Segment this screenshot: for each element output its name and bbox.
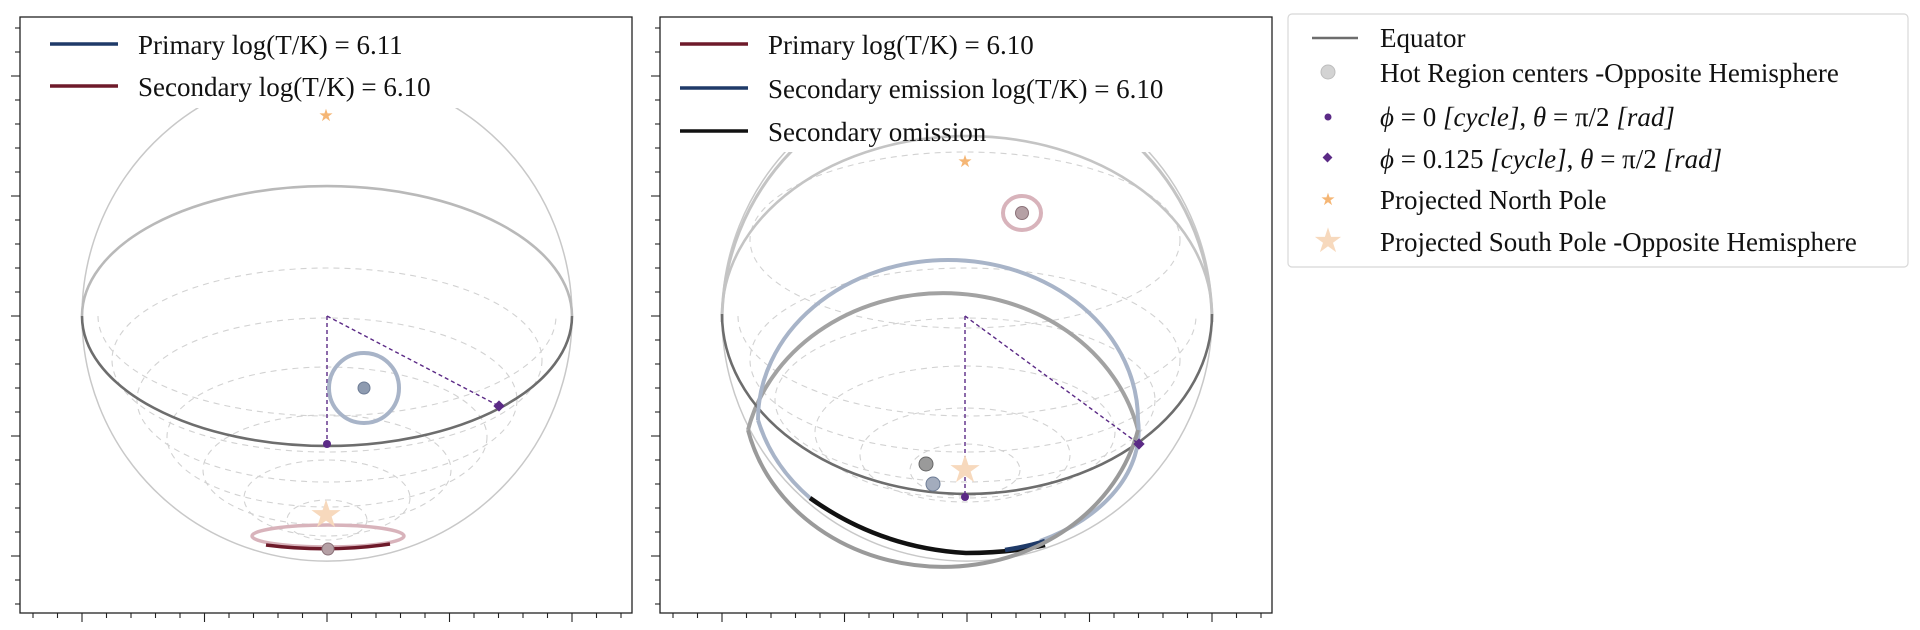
legend-phase125-icon xyxy=(1322,152,1333,163)
legend-north-pole-icon: ★ xyxy=(1320,190,1335,209)
right-phase0-marker xyxy=(961,493,969,501)
right-legend: Primary log(T/K) = 6.10 Secondary emissi… xyxy=(680,30,1163,147)
legend-north-pole-label: Projected North Pole xyxy=(1380,185,1606,215)
right-sphere-outline-upper xyxy=(721,152,1213,317)
left-primary-hot-region xyxy=(327,351,401,425)
legend-hot-centers-label: Hot Region centers -Opposite Hemisphere xyxy=(1380,58,1839,88)
side-legend: Equator Hot Region centers -Opposite Hem… xyxy=(1287,13,1909,268)
left-secondary-hot-center xyxy=(321,542,335,556)
right-legend-omission-label: Secondary omission xyxy=(768,117,987,147)
left-grid-ring xyxy=(243,459,411,537)
legend-equator-label: Equator xyxy=(1380,23,1465,53)
left-ticks xyxy=(11,27,622,622)
left-sphere-outline-upper xyxy=(81,108,573,317)
legend-south-pole-icon: ★ xyxy=(1313,223,1343,260)
right-plot-frame xyxy=(659,16,1273,614)
right-ticks xyxy=(651,27,1262,622)
right-secondary-emission-ring xyxy=(756,258,1141,543)
right-grid-ring xyxy=(774,317,1156,483)
right-grid-ring xyxy=(737,315,1197,417)
left-north-pole-icon: ★ xyxy=(318,106,333,125)
legend-phase125-label: ϕ = 0.125 [cycle], θ = π/2 [rad] xyxy=(1380,144,1722,174)
right-secondary-ring-back xyxy=(746,291,1140,431)
right-grid-ring xyxy=(859,407,1071,503)
right-grid-ring xyxy=(749,267,1181,453)
legend-phase0-icon xyxy=(1324,113,1332,121)
right-sphere-outline xyxy=(721,315,1213,562)
left-grid-ring xyxy=(136,317,518,483)
right-hot-center-opposite-1 xyxy=(918,456,934,472)
legend-south-pole-label: Projected South Pole -Opposite Hemispher… xyxy=(1380,227,1857,257)
right-line-of-sight xyxy=(964,315,1140,497)
right-phase125-marker xyxy=(1133,438,1145,450)
right-outer-ring-upper xyxy=(720,152,1214,323)
left-sphere-outline xyxy=(81,315,573,562)
right-primary-hot-center xyxy=(1015,206,1029,220)
left-primary-hot-center xyxy=(357,381,371,395)
left-line-of-sight xyxy=(326,315,500,444)
left-phase0-marker xyxy=(323,440,331,448)
right-grid-ring xyxy=(909,443,1021,497)
side-legend-frame xyxy=(1287,13,1909,268)
right-grid-ring xyxy=(749,151,1181,329)
right-legend-secondary-label: Secondary emission log(T/K) = 6.10 xyxy=(768,74,1163,104)
left-panel: ★ ★ Primary log(T/K) = 6.11 Secondary lo… xyxy=(11,16,633,622)
left-equator-back xyxy=(80,184,574,317)
left-plot-frame xyxy=(19,16,633,614)
left-grid-ring xyxy=(286,499,368,541)
right-primary-hot-region xyxy=(1001,194,1043,232)
left-south-pole-icon: ★ xyxy=(309,494,343,536)
left-legend-primary-label: Primary log(T/K) = 6.11 xyxy=(138,30,403,60)
left-legend: Primary log(T/K) = 6.11 Secondary log(T/… xyxy=(50,30,431,102)
legend-hot-center-icon xyxy=(1320,64,1336,80)
left-phase125-marker xyxy=(493,400,505,412)
right-equator-back xyxy=(720,134,1214,317)
right-south-pole-icon: ★ xyxy=(948,449,982,491)
right-north-pole-icon: ★ xyxy=(957,152,972,171)
right-legend-primary-label: Primary log(T/K) = 6.10 xyxy=(768,30,1034,60)
legend-phase0-label: ϕ = 0 [cycle], θ = π/2 [rad] xyxy=(1380,102,1675,132)
left-legend-secondary-label: Secondary log(T/K) = 6.10 xyxy=(138,72,431,102)
right-secondary-ring-front xyxy=(746,429,1140,569)
left-grid-ring xyxy=(111,267,543,453)
right-panel: ★ ★ Primary log(T/K) = 6.10 Secondary em… xyxy=(651,16,1273,622)
right-secondary-emission-ring-left xyxy=(756,419,812,500)
right-hot-center-opposite-2 xyxy=(925,476,941,492)
